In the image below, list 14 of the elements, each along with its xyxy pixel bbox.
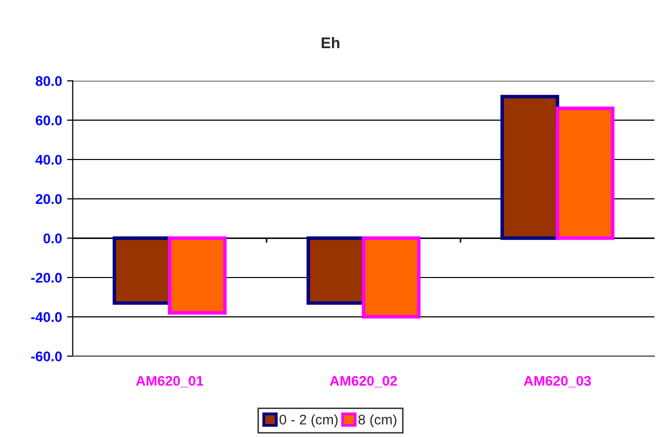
- legend-label: 0 - 2 (cm): [280, 414, 338, 428]
- y-tick-label: 80.0: [36, 76, 62, 86]
- x-tick-label: AM620_01: [136, 376, 204, 388]
- x-tick-label: AM620_03: [524, 376, 591, 388]
- y-tick-label: 0.0: [44, 234, 62, 244]
- legend-label: 8 (cm): [358, 414, 396, 428]
- y-tick-label: 40.0: [35, 154, 62, 165]
- chart-title: Eh: [322, 37, 340, 48]
- y-tick-label: 20.0: [36, 194, 62, 204]
- y-tick-label: -40.0: [31, 312, 62, 322]
- x-tick-label: AM620_02: [330, 376, 397, 388]
- y-tick-label: -20.0: [31, 272, 62, 283]
- y-tick-label: -60.0: [31, 351, 62, 362]
- y-tick-label: 60.0: [36, 116, 62, 126]
